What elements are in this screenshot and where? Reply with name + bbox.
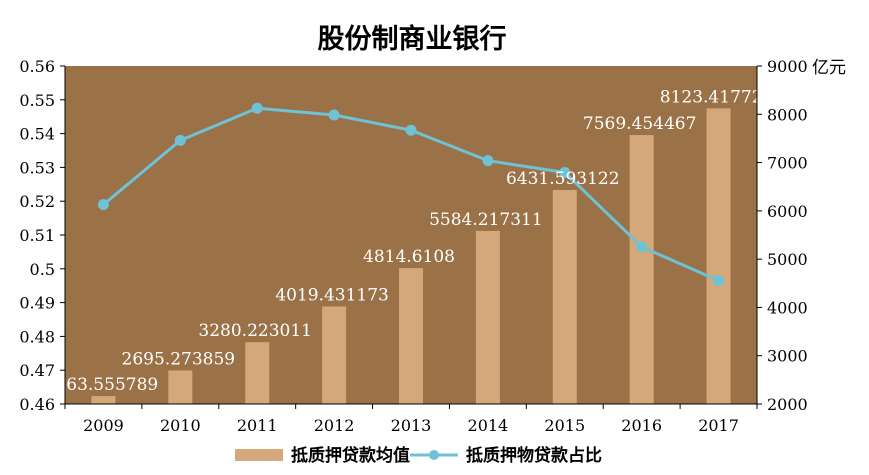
left-tick-label: 0.49 bbox=[19, 294, 55, 313]
legend-line-label: 抵质押物贷款占比 bbox=[466, 445, 602, 466]
x-axis: 2009 2010 2011 2012 2013 2014 2015 2016 2017 bbox=[64, 403, 758, 435]
bar-series bbox=[91, 108, 731, 405]
line-point-2016 bbox=[636, 241, 648, 253]
data-label-2016: 7569.454467 bbox=[583, 114, 697, 134]
right-y-axis: 2000 3000 4000 5000 6000 7000 8000 9000 bbox=[756, 57, 808, 414]
x-tick-label: 2016 bbox=[621, 416, 662, 435]
left-tick-label: 0.48 bbox=[19, 327, 55, 346]
left-tick-label: 0.54 bbox=[19, 125, 55, 144]
line-point-2009 bbox=[97, 199, 109, 211]
right-tick-label: 4000 bbox=[767, 298, 808, 317]
x-tick-label: 2015 bbox=[544, 416, 585, 435]
legend-line-marker bbox=[429, 450, 439, 460]
line-point-2015 bbox=[559, 166, 571, 178]
line-point-2012 bbox=[328, 109, 340, 121]
right-tick-label: 8000 bbox=[767, 105, 808, 124]
x-tick-label: 2017 bbox=[698, 416, 739, 435]
line-point-2014 bbox=[482, 155, 494, 167]
bar-2016 bbox=[629, 135, 654, 405]
data-label-2009: 2163.555789 bbox=[45, 375, 159, 395]
bar-2010 bbox=[168, 370, 193, 404]
legend-bar-swatch bbox=[235, 449, 283, 461]
left-tick-label: 0.56 bbox=[19, 57, 55, 76]
bar-2017 bbox=[706, 108, 731, 404]
data-label-2014: 5584.217311 bbox=[429, 210, 543, 230]
x-tick-label: 2009 bbox=[83, 416, 124, 435]
right-tick-label: 2000 bbox=[767, 395, 808, 414]
data-label-2011: 3280.223011 bbox=[198, 321, 312, 341]
line-series bbox=[97, 102, 725, 287]
bar-2009 bbox=[91, 396, 116, 404]
data-label-2010: 2695.273859 bbox=[122, 349, 236, 369]
data-label-2012: 4019.431173 bbox=[275, 285, 389, 305]
bar-2015 bbox=[552, 190, 577, 404]
x-tick-label: 2013 bbox=[391, 416, 432, 435]
data-label-2015: 6431.593122 bbox=[506, 169, 620, 189]
line-point-2010 bbox=[174, 134, 186, 146]
right-tick-label: 9000 bbox=[767, 57, 808, 76]
right-tick-label: 3000 bbox=[767, 347, 808, 366]
left-tick-label: 0.47 bbox=[19, 361, 55, 380]
line-point-2011 bbox=[251, 102, 263, 114]
left-tick-label: 0.46 bbox=[19, 395, 55, 414]
chart-title: 股份制商业银行 bbox=[318, 23, 507, 55]
bar-2013 bbox=[399, 268, 423, 404]
bar-2012 bbox=[322, 306, 347, 404]
left-tick-label: 0.55 bbox=[19, 91, 55, 110]
x-tick-label: 2014 bbox=[468, 416, 509, 435]
right-tick-label: 6000 bbox=[767, 202, 808, 221]
bar-2014 bbox=[475, 230, 500, 404]
right-axis-unit: 亿元 bbox=[812, 58, 846, 78]
x-tick-label: 2012 bbox=[314, 416, 355, 435]
data-label-2017: 8123.417722 bbox=[660, 87, 774, 107]
left-tick-label: 0.51 bbox=[19, 226, 55, 245]
line-point-2017 bbox=[713, 275, 725, 287]
left-tick-label: 0.53 bbox=[19, 158, 55, 177]
legend-bar-label: 抵质押贷款均值 bbox=[291, 445, 410, 466]
x-tick-label: 2010 bbox=[160, 416, 201, 435]
left-y-axis: 0.46 0.47 0.48 0.49 0.5 0.51 0.52 0.53 0.54 0.55 0… bbox=[19, 57, 66, 414]
left-tick-label: 0.52 bbox=[19, 192, 55, 211]
legend: 抵质押贷款均值 抵质押物贷款占比 bbox=[235, 445, 602, 466]
bar-2011 bbox=[245, 342, 270, 404]
x-tick-label: 2011 bbox=[237, 416, 278, 435]
left-tick-label: 0.5 bbox=[30, 260, 55, 279]
line-point-2013 bbox=[405, 124, 417, 136]
data-labels: 2163.555789 2695.273859 3280.223011 4019.43… bbox=[45, 87, 774, 395]
data-label-2013: 4814.6108 bbox=[363, 247, 455, 267]
right-tick-label: 7000 bbox=[767, 154, 808, 173]
right-tick-label: 5000 bbox=[767, 250, 808, 269]
